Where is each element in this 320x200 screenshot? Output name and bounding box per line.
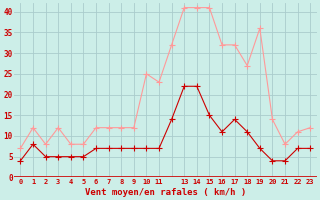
X-axis label: Vent moyen/en rafales ( km/h ): Vent moyen/en rafales ( km/h ) — [85, 188, 246, 197]
